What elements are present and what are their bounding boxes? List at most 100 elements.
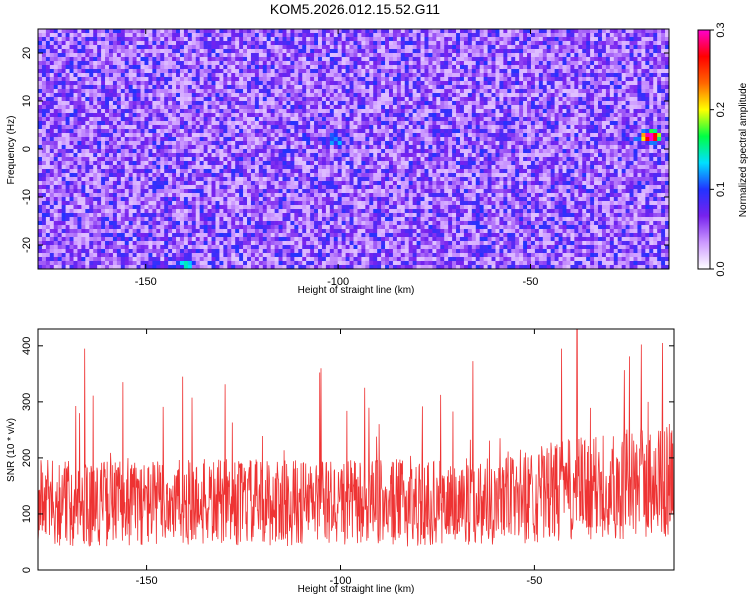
heatmap-cell bbox=[456, 85, 460, 89]
heatmap-cell bbox=[578, 85, 582, 89]
heatmap-cell bbox=[393, 37, 397, 41]
heatmap-cell bbox=[302, 137, 306, 141]
heatmap-cell bbox=[519, 77, 523, 81]
heatmap-cell bbox=[188, 113, 192, 117]
heatmap-cell bbox=[152, 41, 156, 45]
heatmap-cell bbox=[440, 105, 444, 109]
heatmap-cell bbox=[614, 65, 618, 69]
heatmap-cell bbox=[168, 73, 172, 77]
heatmap-cell bbox=[239, 121, 243, 125]
heatmap-cell bbox=[168, 33, 172, 37]
heatmap-cell bbox=[141, 117, 145, 121]
heatmap-cell bbox=[152, 125, 156, 129]
heatmap-cell bbox=[598, 61, 602, 65]
heatmap-cell bbox=[614, 37, 618, 41]
heatmap-cell bbox=[267, 73, 271, 77]
heatmap-cell bbox=[570, 33, 574, 37]
heatmap-cell bbox=[409, 101, 413, 105]
heatmap-cell bbox=[555, 53, 559, 57]
heatmap-cell bbox=[263, 113, 267, 117]
heatmap-cell bbox=[243, 109, 247, 113]
heatmap-cell bbox=[215, 97, 219, 101]
heatmap-cell bbox=[129, 93, 133, 97]
heatmap-cell bbox=[413, 53, 417, 57]
heatmap-cell bbox=[239, 73, 243, 77]
heatmap-cell bbox=[377, 29, 381, 33]
heatmap-cell bbox=[460, 93, 464, 97]
heatmap-cell bbox=[188, 53, 192, 57]
heatmap-cell bbox=[50, 129, 54, 133]
heatmap-cell bbox=[168, 137, 172, 141]
heatmap-cell bbox=[657, 109, 661, 113]
heatmap-cell bbox=[492, 137, 496, 141]
heatmap-cell bbox=[239, 105, 243, 109]
heatmap-cell bbox=[436, 129, 440, 133]
heatmap-cell bbox=[610, 133, 614, 137]
heatmap-cell bbox=[235, 73, 239, 77]
heatmap-cell bbox=[275, 97, 279, 101]
heatmap-cell bbox=[578, 65, 582, 69]
heatmap-cell bbox=[117, 141, 121, 145]
heatmap-cell bbox=[133, 61, 137, 65]
heatmap-cell bbox=[460, 81, 464, 85]
heatmap-cell bbox=[160, 69, 164, 73]
heatmap-cell bbox=[152, 105, 156, 109]
heatmap-cell bbox=[306, 117, 310, 121]
heatmap-cell bbox=[318, 37, 322, 41]
heatmap-cell bbox=[259, 125, 263, 129]
heatmap-cell bbox=[263, 97, 267, 101]
heatmap-cell bbox=[586, 129, 590, 133]
heatmap-cell bbox=[133, 117, 137, 121]
heatmap-cell bbox=[649, 45, 653, 49]
heatmap-cell bbox=[373, 93, 377, 97]
heatmap-cell bbox=[215, 61, 219, 65]
heatmap-cell bbox=[570, 137, 574, 141]
heatmap-cell bbox=[539, 93, 543, 97]
heatmap-cell bbox=[85, 137, 89, 141]
heatmap-cell bbox=[503, 69, 507, 73]
heatmap-cell bbox=[476, 41, 480, 45]
heatmap-cell bbox=[180, 53, 184, 57]
heatmap-cell bbox=[511, 141, 515, 145]
heatmap-cell bbox=[630, 77, 634, 81]
heatmap-cell bbox=[428, 149, 432, 153]
heatmap-cell bbox=[58, 77, 62, 81]
heatmap-cell bbox=[101, 153, 105, 157]
heatmap-cell bbox=[539, 65, 543, 69]
heatmap-cell bbox=[247, 97, 251, 101]
heatmap-cell bbox=[578, 93, 582, 97]
heatmap-cell bbox=[543, 49, 547, 53]
heatmap-cell bbox=[661, 109, 665, 113]
heatmap-cell bbox=[428, 53, 432, 57]
heatmap-cell bbox=[196, 129, 200, 133]
heatmap-cell bbox=[286, 61, 290, 65]
heatmap-cell bbox=[133, 105, 137, 109]
heatmap-cell bbox=[409, 85, 413, 89]
heatmap-cell bbox=[523, 73, 527, 77]
heatmap-cell bbox=[444, 33, 448, 37]
heatmap-cell bbox=[219, 57, 223, 61]
heatmap-cell bbox=[121, 117, 125, 121]
heatmap-cell bbox=[476, 77, 480, 81]
heatmap-cell bbox=[267, 97, 271, 101]
heatmap-cell bbox=[373, 37, 377, 41]
heatmap-cell bbox=[460, 61, 464, 65]
heatmap-cell bbox=[503, 149, 507, 153]
heatmap-cell bbox=[54, 89, 58, 93]
heatmap-cell bbox=[326, 29, 330, 33]
heatmap-cell bbox=[133, 29, 137, 33]
heatmap-cell bbox=[184, 121, 188, 125]
heatmap-cell bbox=[547, 121, 551, 125]
heatmap-cell bbox=[121, 93, 125, 97]
heatmap-cell bbox=[160, 153, 164, 157]
heatmap-cell bbox=[535, 93, 539, 97]
heatmap-cell bbox=[637, 37, 641, 41]
heatmap-cell bbox=[519, 53, 523, 57]
heatmap-cell bbox=[369, 121, 373, 125]
heatmap-cell bbox=[618, 41, 622, 45]
heatmap-cell bbox=[251, 133, 255, 137]
heatmap-cell bbox=[219, 53, 223, 57]
heatmap-cell bbox=[259, 109, 263, 113]
heatmap-cell bbox=[93, 73, 97, 77]
heatmap-cell bbox=[582, 109, 586, 113]
